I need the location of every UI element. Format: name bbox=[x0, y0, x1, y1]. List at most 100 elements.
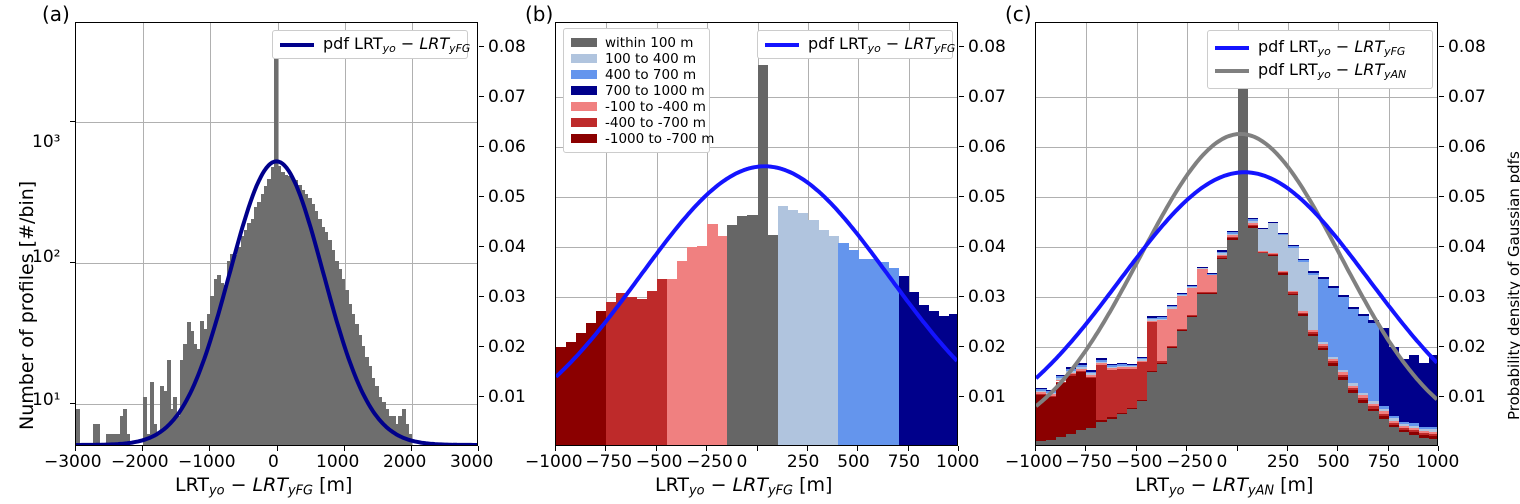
histogram-bar bbox=[398, 416, 403, 445]
leg-c2-pre: pdf LRT bbox=[1258, 60, 1318, 80]
xlabel-b-sub1: yo bbox=[689, 483, 705, 499]
right-axis-tick-label-0.07: 0.07 bbox=[488, 87, 526, 107]
histogram-bar bbox=[227, 261, 232, 445]
stacked-histogram-bar bbox=[606, 302, 618, 445]
legend-item-pdf-fg: pdf LRTyo − LRTyFG bbox=[765, 34, 955, 55]
bar-segment bbox=[1207, 273, 1218, 275]
panel-c: (c) −1000 −750 −500 −250 0 250 500 750 1000 LRTy… bbox=[985, 0, 1520, 504]
bar-segment bbox=[1287, 295, 1299, 445]
stacked-histogram-bar bbox=[747, 215, 759, 445]
legend-item-pdf-fg: pdf LRTyo − LRTyFG bbox=[280, 34, 470, 55]
bar-segment bbox=[1197, 267, 1208, 269]
bar-segment bbox=[1247, 224, 1259, 227]
stacked-histogram-bar bbox=[858, 259, 869, 445]
ytick-100: 10² bbox=[32, 247, 61, 267]
right-axis-tick bbox=[959, 196, 964, 197]
histogram-bar bbox=[331, 249, 336, 445]
bar-segment bbox=[1247, 226, 1259, 229]
right-axis-tick-label-0.03: 0.03 bbox=[1448, 287, 1486, 307]
stacked-histogram-bar bbox=[707, 224, 718, 445]
gridline-horizontal bbox=[1036, 197, 1437, 198]
bar-segment bbox=[1086, 376, 1098, 379]
x-axis-tick-label-4: 0 bbox=[1216, 452, 1228, 472]
legend-item-6: -1000 to -700 m bbox=[571, 131, 714, 147]
bar-segment bbox=[1398, 430, 1410, 433]
right-axis-tick-label-0.02: 0.02 bbox=[488, 337, 526, 357]
xlabel-b-pre: LRT bbox=[655, 474, 690, 496]
histogram-bar bbox=[183, 343, 188, 445]
gridline-vertical bbox=[656, 23, 658, 445]
right-axis-tick-label-0.01: 0.01 bbox=[1448, 387, 1486, 407]
stacked-histogram-bar bbox=[616, 292, 628, 445]
histogram-bar bbox=[217, 274, 221, 445]
histogram-bar bbox=[180, 359, 185, 445]
bar-segment bbox=[1106, 365, 1118, 367]
x-axis-tick-label-2: −500 bbox=[635, 452, 683, 472]
histogram-bar bbox=[284, 174, 289, 445]
histogram-bar bbox=[337, 268, 342, 445]
x-axis-tick-label-1: −750 bbox=[1065, 452, 1113, 472]
legend-line-pdf-an bbox=[1215, 69, 1249, 73]
bar-segment bbox=[1287, 293, 1299, 296]
x-axis-tick bbox=[1236, 446, 1238, 451]
histogram-bar bbox=[106, 433, 111, 445]
bar-segment bbox=[1086, 374, 1098, 377]
bar-segment bbox=[1066, 374, 1077, 377]
bar-segment bbox=[1277, 272, 1289, 274]
histogram-bar bbox=[247, 223, 252, 445]
bar-segment bbox=[1348, 388, 1359, 391]
stacked-histogram-bar bbox=[1227, 231, 1239, 445]
bar-segment bbox=[1418, 433, 1430, 436]
bar-segment bbox=[1408, 434, 1420, 445]
xtick-a-4: 1000 bbox=[316, 452, 360, 472]
histogram-bar bbox=[401, 408, 406, 445]
legend-item-5: -400 to -700 m bbox=[571, 115, 706, 131]
bar-segment bbox=[1227, 231, 1239, 233]
bar-segment bbox=[1126, 364, 1138, 367]
bar-segment bbox=[1096, 421, 1108, 445]
right-axis-tick-label-0.06: 0.06 bbox=[1448, 137, 1486, 157]
histogram-bar bbox=[119, 416, 124, 445]
bar-segment bbox=[1378, 408, 1390, 412]
bar-segment bbox=[1287, 292, 1299, 294]
stacked-histogram-bar bbox=[727, 224, 738, 445]
bar-segment bbox=[1126, 367, 1138, 369]
bar-segment bbox=[1187, 316, 1198, 445]
right-axis-tick bbox=[1439, 296, 1444, 297]
x-axis-tick bbox=[1035, 446, 1036, 451]
bar-segment bbox=[1187, 287, 1198, 315]
bar-segment bbox=[1116, 368, 1128, 413]
bar-segment bbox=[1177, 294, 1188, 296]
histogram-bar bbox=[206, 314, 211, 445]
bar-segment bbox=[1358, 313, 1370, 317]
x-axis-tick bbox=[555, 446, 556, 451]
x-axis-tick bbox=[706, 446, 708, 451]
stacked-histogram-bar bbox=[1358, 313, 1370, 445]
histogram-bar bbox=[344, 290, 349, 445]
bar-segment bbox=[1398, 422, 1410, 425]
legend-label-pdf-fg: pdf LRTyo − LRTyFG bbox=[808, 34, 955, 55]
histogram-bar bbox=[264, 186, 269, 445]
leg-a-sub1: yo bbox=[382, 42, 396, 56]
stacked-histogram-bar bbox=[737, 215, 749, 445]
bar-segment bbox=[1086, 428, 1098, 445]
bar-segment bbox=[1338, 374, 1349, 378]
bar-segment bbox=[1267, 255, 1279, 445]
bar-segment bbox=[1207, 274, 1218, 275]
bar-segment bbox=[1166, 347, 1178, 349]
bar-segment bbox=[1106, 368, 1118, 370]
bar-segment bbox=[1146, 320, 1158, 323]
gridline-horizontal bbox=[556, 147, 957, 148]
legend-label-pdf-fg: pdf LRTyo − LRTyFG bbox=[323, 34, 470, 55]
stacked-histogram-bar bbox=[676, 260, 688, 445]
panel-b-pdf-legend: pdf LRTyo − LRTyFG bbox=[757, 30, 955, 59]
panel-a: (a) Number of profiles [#/bin] 10³ 10² 1… bbox=[0, 0, 526, 504]
stacked-histogram-bar bbox=[1207, 273, 1218, 445]
stacked-histogram-bar bbox=[1126, 363, 1138, 445]
bar-segment bbox=[1177, 292, 1188, 294]
bar-segment bbox=[1217, 254, 1229, 257]
bar-segment bbox=[1136, 399, 1148, 402]
histogram-bar bbox=[321, 226, 326, 445]
legend-swatch bbox=[571, 118, 597, 127]
x-axis-tick bbox=[605, 446, 607, 451]
